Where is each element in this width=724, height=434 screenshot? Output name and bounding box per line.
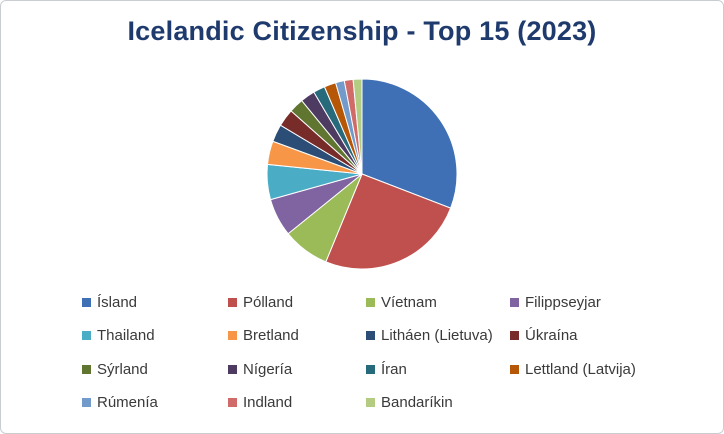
legend-item: Filippseyjar — [510, 292, 601, 312]
legend-label: Filippseyjar — [525, 293, 601, 311]
legend-swatch — [510, 331, 519, 340]
legend-item: Sýrland — [82, 359, 148, 379]
legend-label: Ísland — [97, 293, 138, 311]
legend-item: Íran — [366, 359, 407, 379]
legend-label: Bandaríkin — [381, 394, 453, 411]
legend-item: Bandaríkin — [366, 393, 453, 413]
legend-item: Ísland — [82, 292, 137, 312]
legend-item: Rúmenía — [82, 393, 158, 413]
pie-chart — [266, 78, 458, 270]
legend-swatch — [228, 297, 237, 307]
legend-label: Bretland — [243, 327, 299, 344]
legend-label: Thailand — [97, 327, 155, 344]
legend-label: Úkraína — [525, 327, 578, 344]
legend-label: Sýrland — [97, 360, 148, 378]
pie-slice-0 — [361, 78, 458, 209]
legend-item: Thailand — [82, 326, 155, 346]
legend-label: Indland — [243, 394, 293, 411]
legend-swatch — [228, 398, 237, 407]
legend-item: Úkraína — [510, 326, 578, 346]
legend-item: Víetnam — [366, 292, 437, 312]
legend-label: Nígería — [243, 360, 293, 378]
legend-label: Pólland — [243, 293, 294, 311]
legend-swatch — [82, 297, 91, 307]
chart-title: Icelandic Citizenship - Top 15 (2023) — [127, 16, 597, 46]
legend-item: Bretland — [228, 326, 299, 346]
legend-item: Pólland — [228, 292, 293, 312]
legend-item: Nígería — [228, 359, 292, 379]
legend-swatch — [82, 364, 91, 374]
legend-label: Lettland (Latvija) — [525, 360, 636, 378]
legend-swatch — [228, 364, 237, 374]
legend-swatch — [510, 364, 519, 374]
pie-slice-14 — [352, 78, 363, 175]
legend-swatch — [228, 331, 237, 340]
legend-swatch — [510, 297, 519, 307]
legend-swatch — [366, 398, 375, 407]
legend-label: Rúmenía — [97, 394, 158, 411]
legend-item: Lettland (Latvija) — [510, 359, 636, 379]
legend-item: Litháen (Lietuva) — [366, 326, 493, 346]
legend-label: Víetnam — [381, 293, 437, 311]
legend-swatch — [366, 364, 375, 374]
legend-swatch — [82, 331, 91, 340]
legend-swatch — [82, 398, 91, 407]
legend-swatch — [366, 331, 375, 340]
legend-label: Litháen (Lietuva) — [381, 327, 493, 344]
pie-slice-1 — [325, 173, 452, 270]
legend-swatch — [366, 297, 375, 307]
legend-item: Indland — [228, 393, 292, 413]
legend-label: Íran — [381, 360, 407, 378]
